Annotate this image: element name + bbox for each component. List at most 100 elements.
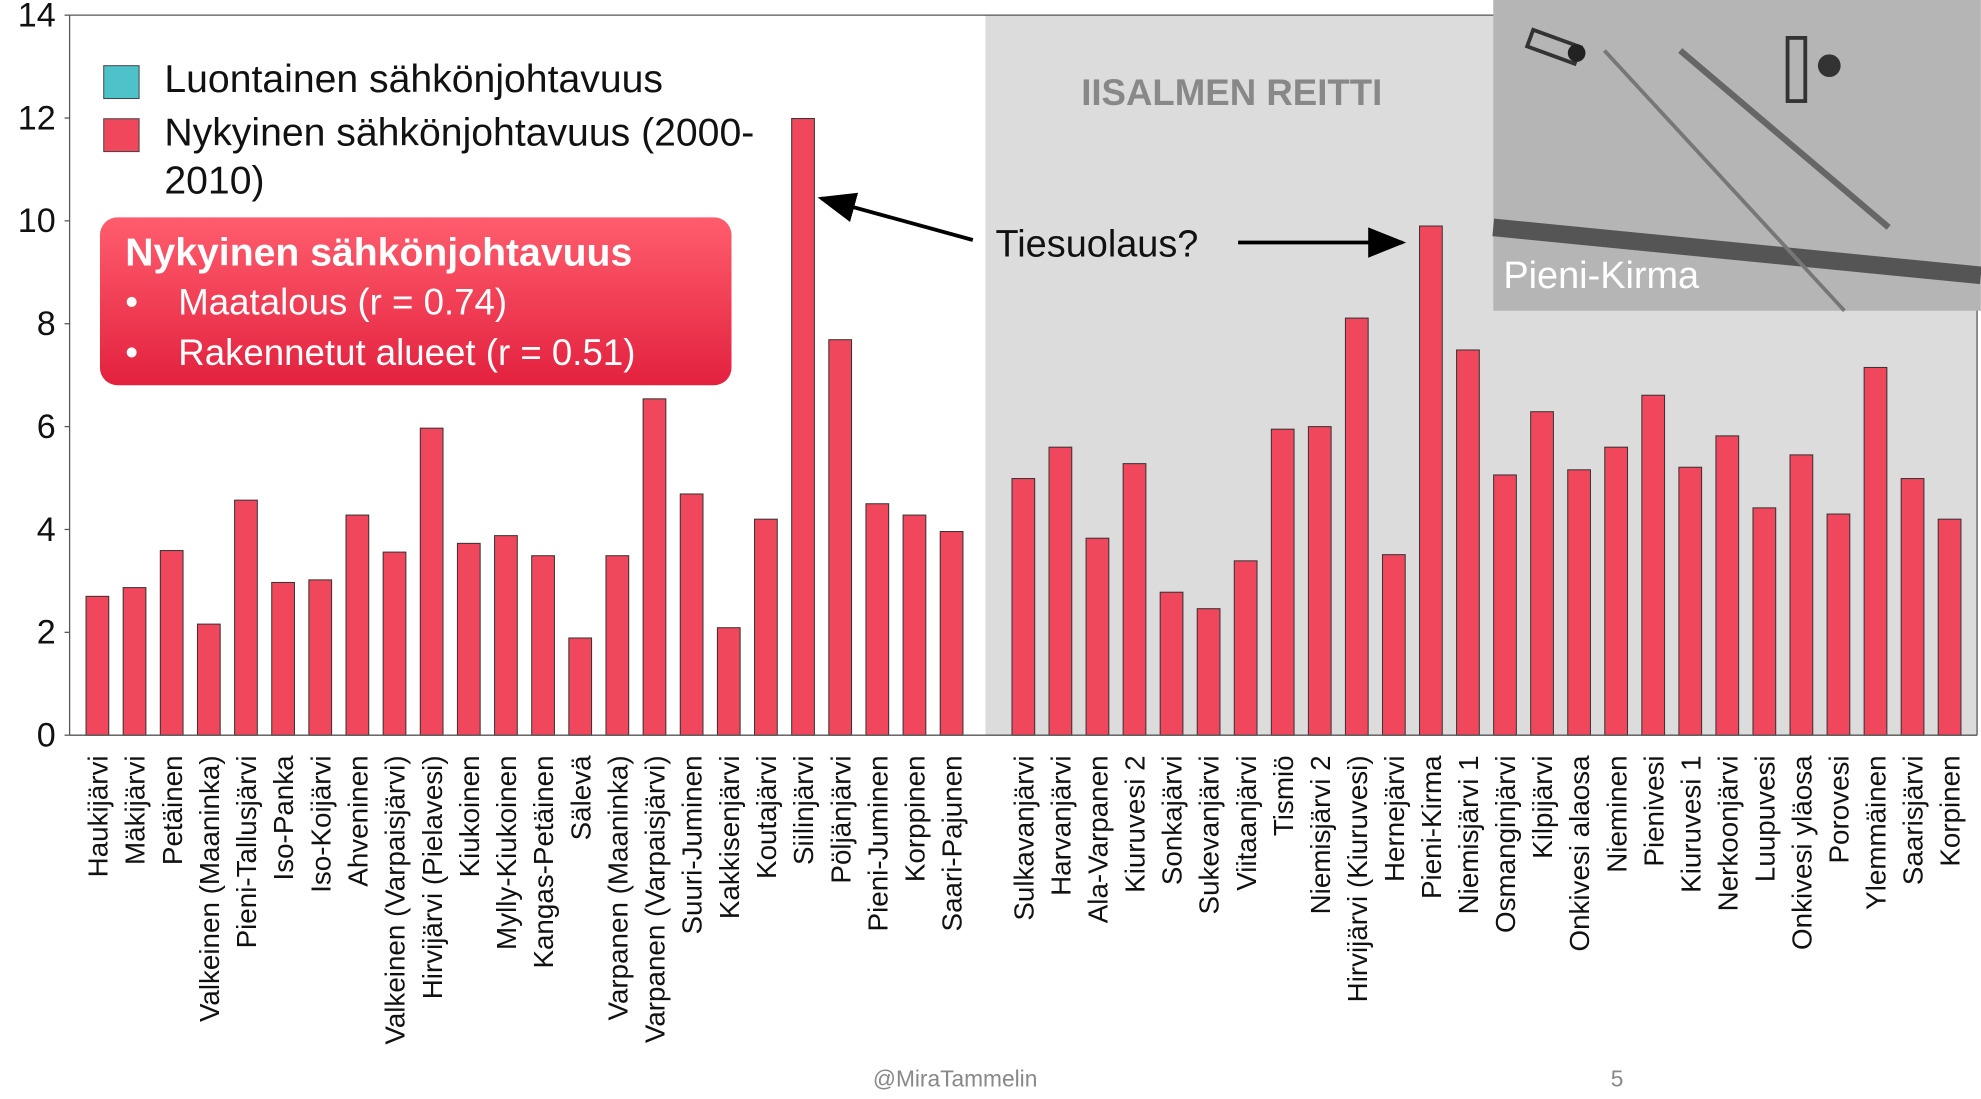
callout-text: Rakennetut alueet (r = 0.51)	[178, 333, 635, 373]
bar	[1494, 475, 1517, 735]
bar	[1753, 508, 1776, 735]
callout-box: Nykyinen sähkönjohtavuus Maatalous (r = …	[100, 217, 732, 385]
y-tick-label: 10	[18, 202, 56, 240]
legend-swatch	[104, 119, 139, 152]
callout-title: Nykyinen sähkönjohtavuus	[125, 227, 706, 278]
bar	[1716, 436, 1739, 735]
x-tick-label: Valkeinen (Maaninka)	[194, 755, 225, 1022]
x-tick-label: Varpanen (Varpaisjärvi)	[640, 755, 671, 1043]
x-tick-label: Kangas-Petäinen	[528, 755, 559, 968]
legend-label: Luontainen sähkönjohtavuus	[164, 56, 770, 104]
x-tick-label: Kiuruvesi 1	[1675, 755, 1706, 892]
bar	[86, 596, 109, 735]
bar	[457, 543, 480, 735]
legend-swatch	[104, 66, 139, 99]
bar	[1049, 447, 1072, 735]
x-tick-label: Ahveninen	[342, 755, 373, 886]
bar	[680, 494, 703, 735]
bar	[272, 582, 295, 735]
bar	[643, 399, 666, 735]
x-tick-label: Mäkijärvi	[120, 755, 151, 865]
x-tick-label: Niemisjärvi 1	[1453, 755, 1484, 914]
x-tick-label: Kiuruvesi 2	[1120, 755, 1151, 892]
bar	[1160, 592, 1183, 735]
x-tick-label: Luupuvesi	[1749, 755, 1780, 882]
bar	[1086, 538, 1109, 735]
arrow	[821, 198, 973, 240]
bar	[829, 340, 852, 736]
bar	[717, 628, 740, 735]
bar	[866, 504, 889, 735]
photo: Pieni-Kirma	[1493, 0, 1981, 311]
photo-label: Pieni-Kirma	[1503, 255, 1700, 297]
bar	[1938, 519, 1961, 735]
x-tick-label: Varpanen (Maaninka)	[602, 755, 633, 1020]
x-tick-label: Onkivesi yläosa	[1787, 755, 1818, 950]
bar	[1457, 350, 1480, 735]
x-tick-label: Petäinen	[157, 755, 188, 865]
bar	[1790, 455, 1813, 735]
callout-item: Maatalous (r = 0.74)	[125, 278, 706, 329]
y-tick-label: 12	[18, 99, 56, 137]
bar	[606, 556, 629, 735]
footer-page: 5	[1611, 1065, 1624, 1091]
bar	[903, 515, 926, 735]
x-tick-label: Koutajärvi	[751, 755, 782, 879]
x-tick-label: Porovesi	[1824, 755, 1855, 863]
bar	[940, 532, 963, 736]
bar	[1308, 427, 1331, 736]
bar	[1642, 395, 1665, 735]
x-tick-label: Korpinen	[1935, 755, 1966, 866]
x-tick-label: Kakkisenjärvi	[714, 755, 745, 919]
bar	[309, 580, 332, 735]
y-tick-label: 8	[37, 305, 56, 343]
x-tick-label: Valkeinen (Varpaisjärvi)	[380, 755, 411, 1044]
x-tick-label: Niemisjärvi 2	[1305, 755, 1336, 914]
annotation: Tiesuolaus?	[996, 223, 1199, 265]
x-tick-label: Sonkajärvi	[1157, 755, 1188, 885]
x-tick-label: Ala-Varpanen	[1083, 755, 1114, 923]
x-tick-label: Saari-Pajunen	[937, 755, 968, 931]
x-tick-label: Nerkoonjärvi	[1712, 755, 1743, 911]
region-label: IISALMEN REITTI	[1081, 72, 1382, 113]
callout-text: Maatalous (r = 0.74)	[178, 283, 507, 323]
bar	[1864, 367, 1887, 735]
y-tick-label: 6	[37, 408, 56, 446]
x-tick-label: Siilinjärvi	[788, 755, 819, 865]
y-tick-label: 2	[37, 614, 56, 652]
x-tick-label: Haukijärvi	[83, 755, 114, 877]
chart: IISALMEN REITTI Pieni-Kirma Tiesuolaus? …	[0, 0, 1981, 1099]
bar	[1679, 467, 1702, 735]
bar	[123, 588, 146, 736]
bar	[1568, 470, 1591, 735]
bar	[532, 556, 555, 735]
x-tick-label: Hirvijärvi (Kiuruvesi)	[1342, 755, 1373, 1002]
bar	[235, 500, 258, 735]
x-tick-label: Hirvijärvi (Pielavesi)	[417, 755, 448, 999]
x-tick-label: Suuri-Juminen	[677, 755, 708, 934]
x-tick-label: Hernejärvi	[1379, 755, 1410, 882]
callout: Nykyinen sähkönjohtavuus Maatalous (r = …	[100, 217, 732, 386]
bar	[160, 551, 183, 736]
x-tick-label: Iso-Koijärvi	[305, 755, 336, 892]
y-tick-label: 0	[37, 717, 56, 755]
x-tick-label: Pöljänjärvi	[825, 755, 856, 883]
x-tick-label: Mylly-Kiukoinen	[491, 755, 522, 950]
x-tick-label: Saarisjärvi	[1898, 755, 1929, 885]
callout-item: Rakennetut alueet (r = 0.51)	[125, 328, 706, 379]
legend-entry: Nykyinen sähkönjohtavuus (2000-2010)	[164, 109, 770, 223]
bar	[1271, 429, 1294, 735]
bar	[1901, 479, 1924, 736]
x-tick-label: Onkivesi alaosa	[1564, 755, 1595, 952]
x-tick-label: Pieni-Tallusjärvi	[231, 755, 262, 948]
x-tick-label: Pienivesi	[1638, 755, 1669, 866]
x-tick-label: Kiukoinen	[454, 755, 485, 877]
x-tick-label: Sulkavanjärvi	[1008, 755, 1039, 920]
x-tick-label: Korppinen	[900, 755, 931, 882]
bar	[420, 428, 443, 735]
bar	[1012, 479, 1035, 736]
bar	[346, 515, 369, 735]
bar	[792, 119, 815, 736]
x-tick-label: Nieminen	[1601, 755, 1632, 872]
bar	[495, 536, 518, 736]
